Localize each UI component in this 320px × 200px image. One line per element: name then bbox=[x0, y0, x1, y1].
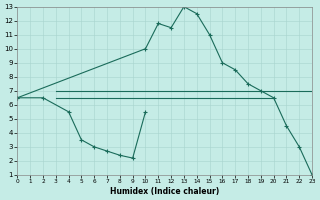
X-axis label: Humidex (Indice chaleur): Humidex (Indice chaleur) bbox=[110, 187, 219, 196]
